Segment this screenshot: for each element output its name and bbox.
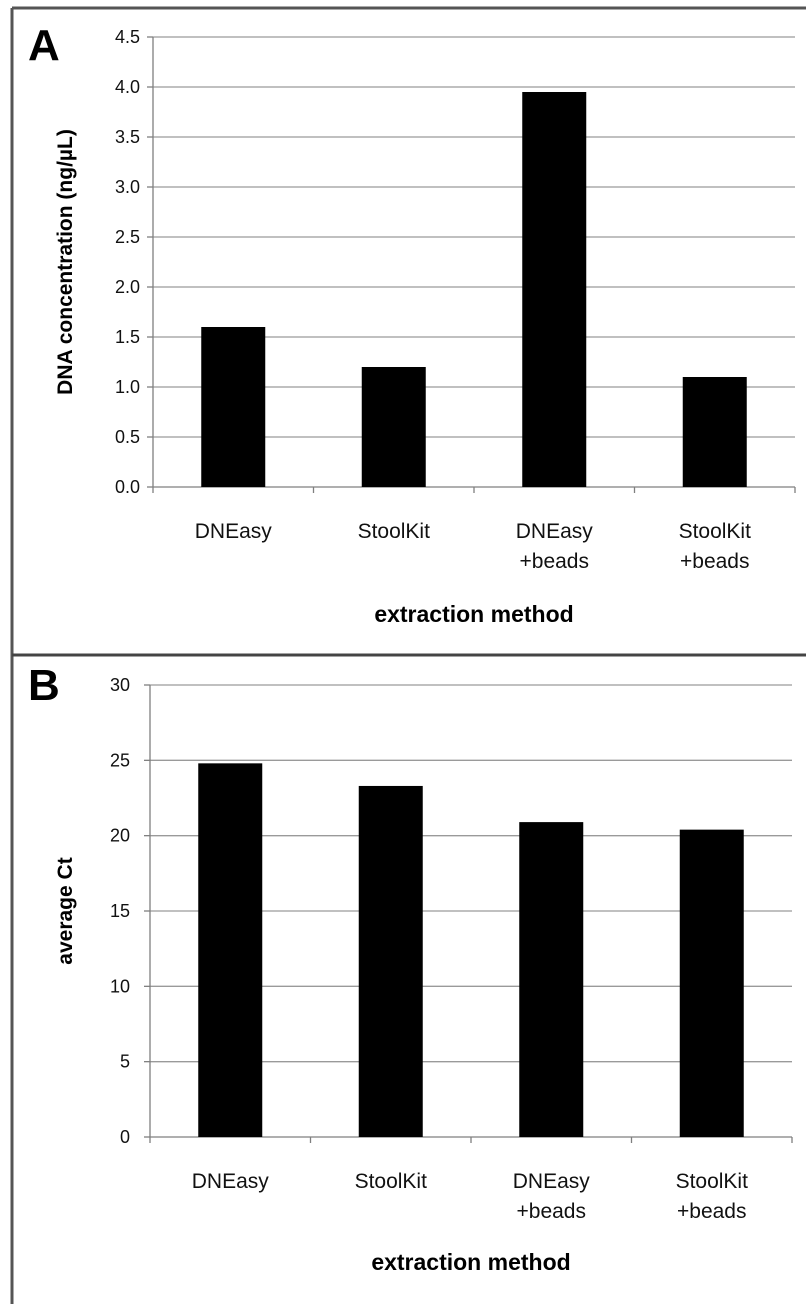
panel-b-ytick-label: 15 <box>110 901 130 921</box>
panel-b-bar <box>519 822 584 1137</box>
panel-b-category-label: StoolKit <box>355 1170 428 1193</box>
panel-b-ytick-label: 0 <box>120 1127 130 1147</box>
panel-a-category-label: StoolKit <box>358 520 431 543</box>
panel-a-category-label: StoolKit <box>679 520 752 543</box>
panel-b-ytick-label: 30 <box>110 675 130 695</box>
panel-a-bar <box>682 377 747 487</box>
panel-b-category-label: StoolKit <box>676 1170 749 1193</box>
panel-a-ytick-label: 3.0 <box>115 177 140 197</box>
panel-a-ytick-label: 4.0 <box>115 77 140 97</box>
panel-a-ytick-label: 4.5 <box>115 27 140 47</box>
panel-b-bar <box>198 763 263 1137</box>
panel-b-bar <box>358 785 423 1137</box>
panel-a-bar <box>522 92 587 487</box>
panel-a-ytick-label: 1.5 <box>115 327 140 347</box>
panel-a-ytick-label: 0.5 <box>115 427 140 447</box>
panel-a-ytick-label: 3.5 <box>115 127 140 147</box>
panel-a: A 0.0 0.5 1.0 1.5 2.0 2.5 3.0 3.5 4.0 4.5 DNEasy St… <box>28 21 796 627</box>
panel-b-x-axis-title: extraction method <box>371 1249 570 1275</box>
panel-a-category-label: DNEasy <box>195 520 273 543</box>
panel-b-ytick-label: 20 <box>110 826 130 846</box>
panel-b-category-label: +beads <box>677 1200 746 1223</box>
panel-a-x-axis-title: extraction method <box>374 601 573 627</box>
panel-a-ytick-label: 2.0 <box>115 277 140 297</box>
panel-b-letter: B <box>28 661 60 710</box>
panel-b-category-label: DNEasy <box>513 1170 591 1193</box>
panel-a-category-label: +beads <box>680 550 749 573</box>
panel-b-ytick-label: 5 <box>120 1052 130 1072</box>
panel-b-category-label: DNEasy <box>192 1170 270 1193</box>
panel-a-ytick-label: 2.5 <box>115 227 140 247</box>
panel-a-letter: A <box>28 21 60 70</box>
panel-a-bar <box>201 327 266 487</box>
panel-b-bar <box>679 829 744 1137</box>
panel-a-bar <box>361 367 426 487</box>
panel-a-ytick-label: 1.0 <box>115 377 140 397</box>
panel-a-category-label: DNEasy <box>516 520 594 543</box>
panel-a-category-label: +beads <box>520 550 589 573</box>
panel-b-category-label: +beads <box>517 1200 586 1223</box>
panel-b-ytick-label: 25 <box>110 750 130 770</box>
panel-b: B 0 5 10 15 20 25 30 DNEasy StoolKit DNEasy +beads… <box>28 661 793 1275</box>
panel-a-ytick-label: 0.0 <box>115 477 140 497</box>
panel-b-ytick-label: 10 <box>110 976 130 996</box>
panel-b-y-axis-title: average Ct <box>54 857 77 964</box>
panel-a-y-axis-title: DNA concentration (ng/µL) <box>54 129 77 395</box>
